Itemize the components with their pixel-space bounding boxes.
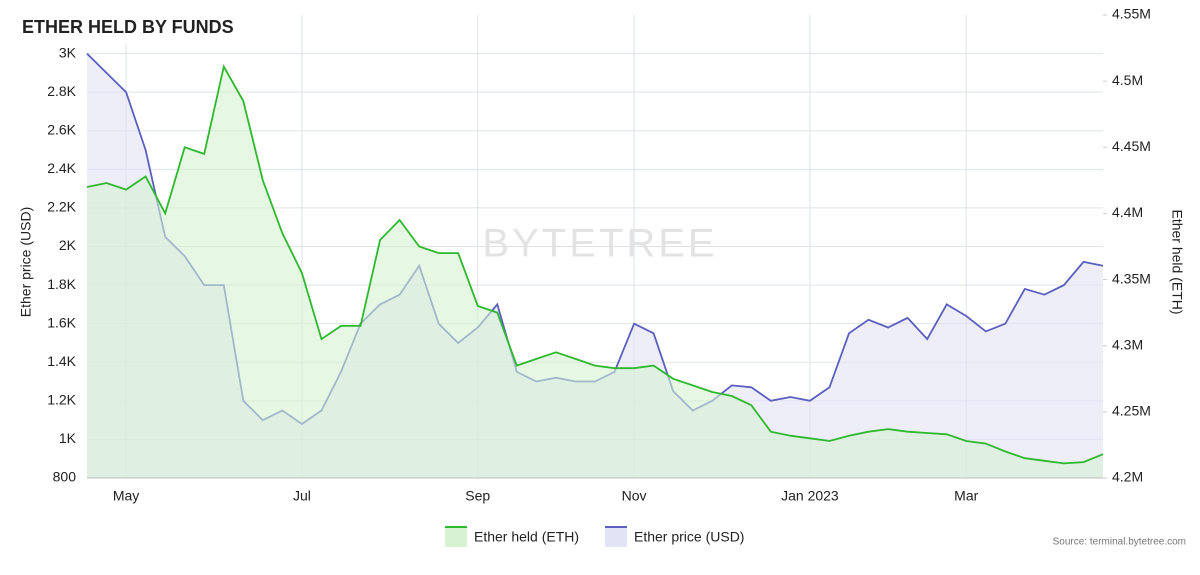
x-tick-label: Jul [293,488,311,504]
y-tick-label: 800 [53,469,77,485]
y2-tick-label: 4.3M [1112,336,1143,352]
y-tick-label: 2.4K [47,160,76,176]
y2-tick-label: 4.45M [1112,138,1151,154]
legend-swatch [605,527,627,547]
x-tick-label: Sep [465,488,490,504]
legend-label: Ether price (USD) [634,529,744,545]
y-tick-label: 1.8K [47,276,76,292]
y-tick-label: 1K [59,430,77,446]
watermark: BYTETREE [482,222,717,266]
y2-tick-label: 4.25M [1112,403,1151,419]
x-tick-label: May [113,488,139,504]
y2-tick-label: 4.55M [1112,6,1151,22]
chart-title: ETHER HELD BY FUNDS [22,17,234,37]
y-tick-label: 2.2K [47,199,76,215]
title-box [10,10,212,44]
y-tick-label: 1.2K [47,392,76,408]
y-tick-label: 3K [59,44,77,60]
x-tick-label: Jan 2023 [781,488,839,504]
y-tick-label: 2.6K [47,121,76,137]
line [86,64,1104,465]
y2-tick-label: 4.35M [1112,270,1151,286]
area [87,66,1103,478]
x-tick-label: Nov [622,488,647,504]
y2-tick-label: 4.2M [1112,469,1143,485]
y-tick-label: 1.6K [47,314,76,330]
legend-swatch [445,527,467,547]
y-tick-label: 1.4K [47,353,76,369]
y2-tick-label: 4.5M [1112,72,1143,88]
y-tick-label: 2.8K [47,83,76,99]
y2-tick-label: 4.4M [1112,204,1143,220]
source-note: Source: terminal.bytetree.com [1053,537,1186,548]
y-tick-label: 2K [59,237,77,253]
legend-label: Ether held (ETH) [474,529,579,545]
x-tick-label: Mar [954,488,978,504]
y-axis-label: Ether price (USD) [18,207,34,317]
y2-axis-label: Ether held (ETH) [1169,209,1185,314]
